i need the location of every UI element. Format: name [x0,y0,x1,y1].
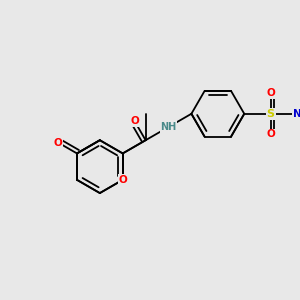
Text: NH: NH [160,122,177,132]
Text: N: N [293,109,300,119]
Text: O: O [130,116,139,126]
Text: O: O [54,138,63,148]
Text: O: O [118,175,127,185]
Text: S: S [267,109,275,119]
Text: O: O [266,129,275,140]
Text: O: O [266,88,275,98]
